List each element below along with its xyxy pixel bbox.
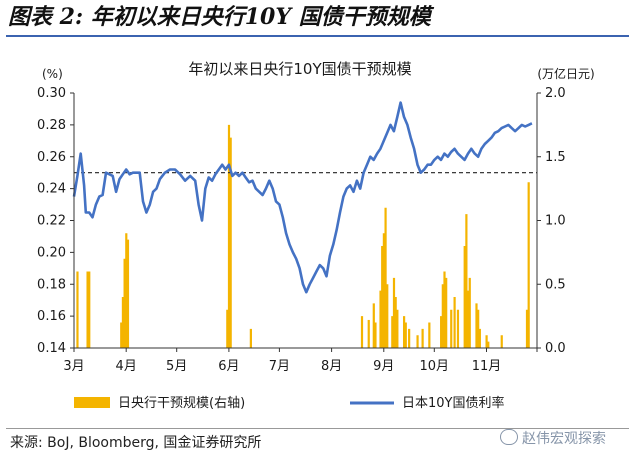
- x-tick-label: 10月: [420, 359, 450, 374]
- bar: [468, 277, 471, 348]
- bar: [525, 309, 529, 348]
- x-tick-label: 7月: [269, 359, 290, 374]
- bar: [392, 277, 396, 348]
- bar: [408, 328, 411, 348]
- bar: [382, 233, 385, 348]
- bar: [226, 309, 229, 348]
- left-tick-label: 0.22: [37, 214, 66, 229]
- bar: [487, 341, 490, 348]
- left-tick-label: 0.24: [37, 182, 66, 197]
- x-tick-label: 5月: [166, 359, 187, 374]
- bar: [527, 182, 530, 348]
- x-tick-label: 4月: [116, 359, 137, 374]
- watermark-text: 赵伟宏观探索: [522, 431, 606, 447]
- legend-bar-swatch: [74, 397, 110, 408]
- yield-line: [72, 101, 533, 294]
- left-tick-label: 0.20: [37, 245, 66, 260]
- source-note: 来源: BoJ, Bloomberg, 国金证券研究所: [10, 435, 262, 451]
- left-axis-unit: (%): [42, 67, 63, 81]
- bar: [475, 303, 478, 348]
- bar: [88, 271, 91, 348]
- legend-line-label: 日本10Y国债利率: [402, 395, 504, 411]
- left-tick-label: 0.16: [37, 309, 66, 324]
- bar: [404, 322, 407, 348]
- x-tick-label: 3月: [63, 359, 84, 374]
- bar: [500, 335, 503, 348]
- bar: [402, 316, 406, 348]
- bar: [391, 316, 394, 348]
- bar: [229, 137, 232, 348]
- bar: [445, 277, 448, 348]
- x-tick-label: 11月: [472, 359, 502, 374]
- axes: 0.14 0.16 0.18 0.20 0.22 0.24 0.26 0.28 0.30 0.0 0…: [37, 86, 566, 374]
- bar: [443, 271, 446, 348]
- figure-title: 图表 2: 年初以来日央行10Y 国债干预规模: [8, 4, 431, 30]
- bar: [441, 284, 444, 348]
- bar: [428, 322, 431, 348]
- x-tick-label: 9月: [373, 359, 394, 374]
- chart: 年初以来日央行10Y国债干预规模 (%) (万亿日元) 0.14 0.16 0.18…: [37, 60, 595, 411]
- chart-title: 年初以来日央行10Y国债干预规模: [188, 60, 411, 78]
- bar: [120, 322, 123, 348]
- left-tick-label: 0.14: [37, 341, 66, 356]
- bar: [379, 290, 382, 348]
- bar: [477, 309, 480, 348]
- watermark: 赵伟宏观探索: [500, 426, 606, 452]
- bar: [463, 246, 466, 348]
- x-tick-label: 6月: [218, 359, 239, 374]
- bar: [360, 316, 364, 348]
- bar: [440, 316, 443, 348]
- bar-series: [76, 124, 530, 348]
- bar: [450, 309, 453, 348]
- right-tick-label: 2.0: [545, 86, 566, 101]
- left-tick-label: 0.28: [37, 118, 66, 133]
- bar: [125, 233, 128, 348]
- left-tick-label: 0.30: [37, 86, 66, 101]
- right-tick-label: 1.5: [545, 150, 566, 165]
- x-tick-label: 8月: [321, 359, 342, 374]
- bar: [126, 239, 130, 348]
- wechat-icon: [500, 429, 518, 445]
- bar: [421, 328, 424, 348]
- title-rule: [6, 35, 629, 37]
- left-tick-label: 0.26: [37, 150, 66, 165]
- bar: [396, 309, 399, 348]
- bar: [465, 214, 468, 348]
- source-rule: [6, 428, 629, 429]
- right-axis-unit: (万亿日元): [537, 66, 594, 81]
- bar: [381, 246, 384, 348]
- line-series: [72, 101, 533, 294]
- left-tick-label: 0.18: [37, 277, 66, 292]
- bar: [466, 290, 470, 348]
- bar: [76, 271, 79, 348]
- bar: [416, 335, 419, 348]
- legend-bar-label: 日央行干预规模(右轴): [118, 396, 245, 411]
- right-tick-label: 0.0: [545, 341, 566, 356]
- bar: [478, 328, 481, 348]
- bar: [367, 319, 370, 348]
- bar: [386, 284, 389, 348]
- right-tick-label: 1.0: [545, 214, 566, 229]
- right-tick-label: 0.5: [545, 277, 566, 292]
- bar: [453, 297, 456, 348]
- bar: [121, 297, 125, 348]
- bar: [249, 328, 252, 348]
- bar: [227, 124, 231, 348]
- bar: [384, 207, 387, 348]
- bar: [86, 271, 89, 348]
- legend: 日央行干预规模(右轴) 日本10Y国债利率: [74, 395, 504, 411]
- bar: [374, 322, 377, 348]
- bar: [456, 309, 460, 348]
- bar: [394, 297, 397, 348]
- bar: [372, 303, 375, 348]
- bar: [123, 258, 126, 348]
- bar: [485, 335, 488, 348]
